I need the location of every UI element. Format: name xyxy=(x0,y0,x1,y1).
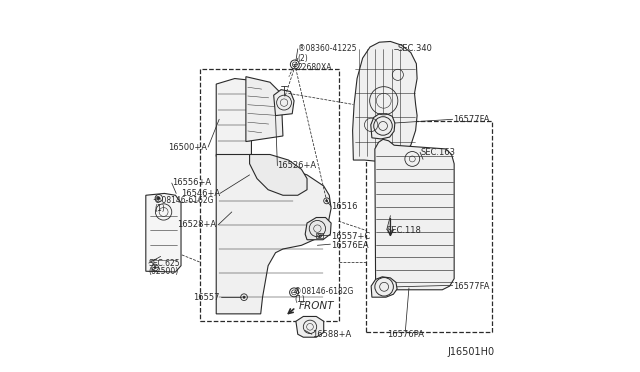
Circle shape xyxy=(326,200,328,202)
Text: ®08146-6182G: ®08146-6182G xyxy=(294,287,353,296)
Text: 16546+A: 16546+A xyxy=(181,189,220,198)
Text: 16588+A: 16588+A xyxy=(312,330,352,339)
Polygon shape xyxy=(246,77,283,141)
Polygon shape xyxy=(216,154,331,314)
Text: (1): (1) xyxy=(154,205,164,214)
Polygon shape xyxy=(401,151,424,168)
Bar xyxy=(200,69,339,321)
Polygon shape xyxy=(353,41,417,161)
Circle shape xyxy=(319,235,320,236)
Text: FRONT: FRONT xyxy=(298,301,334,311)
Text: 16577FA: 16577FA xyxy=(453,282,490,291)
Text: 16500+A: 16500+A xyxy=(168,142,207,151)
Text: 16576PA: 16576PA xyxy=(387,330,424,339)
Text: 16557+C: 16557+C xyxy=(331,231,371,241)
Text: ®08360-41225: ®08360-41225 xyxy=(298,44,356,53)
Circle shape xyxy=(157,197,160,199)
Bar xyxy=(366,121,492,333)
Text: SEC.340: SEC.340 xyxy=(398,44,433,53)
Polygon shape xyxy=(146,193,181,272)
Text: (1): (1) xyxy=(294,295,305,304)
Text: SEC.118: SEC.118 xyxy=(387,226,422,235)
Polygon shape xyxy=(216,78,252,156)
Text: (2): (2) xyxy=(298,54,308,62)
Polygon shape xyxy=(375,139,454,290)
Text: SEC.625: SEC.625 xyxy=(148,259,180,268)
Polygon shape xyxy=(371,114,395,139)
Text: (62500): (62500) xyxy=(148,267,179,276)
Polygon shape xyxy=(250,154,307,195)
Text: 16556+A: 16556+A xyxy=(172,178,211,187)
Text: 16528+A: 16528+A xyxy=(177,221,216,230)
Bar xyxy=(316,234,323,238)
Polygon shape xyxy=(296,317,324,337)
Text: ®08146-6162G: ®08146-6162G xyxy=(154,196,214,205)
Text: J16501H0: J16501H0 xyxy=(447,347,494,357)
Text: 16576EA: 16576EA xyxy=(331,241,369,250)
Polygon shape xyxy=(274,90,294,116)
Circle shape xyxy=(154,266,156,269)
Polygon shape xyxy=(371,277,397,297)
Text: 16557: 16557 xyxy=(193,293,220,302)
Circle shape xyxy=(243,296,245,298)
Text: 22680XA: 22680XA xyxy=(298,63,332,72)
Text: SEC.163: SEC.163 xyxy=(420,148,455,157)
Text: 16516: 16516 xyxy=(331,202,358,211)
Polygon shape xyxy=(305,218,331,240)
Text: 16577FA: 16577FA xyxy=(453,115,490,124)
Text: 16526+A: 16526+A xyxy=(277,161,317,170)
